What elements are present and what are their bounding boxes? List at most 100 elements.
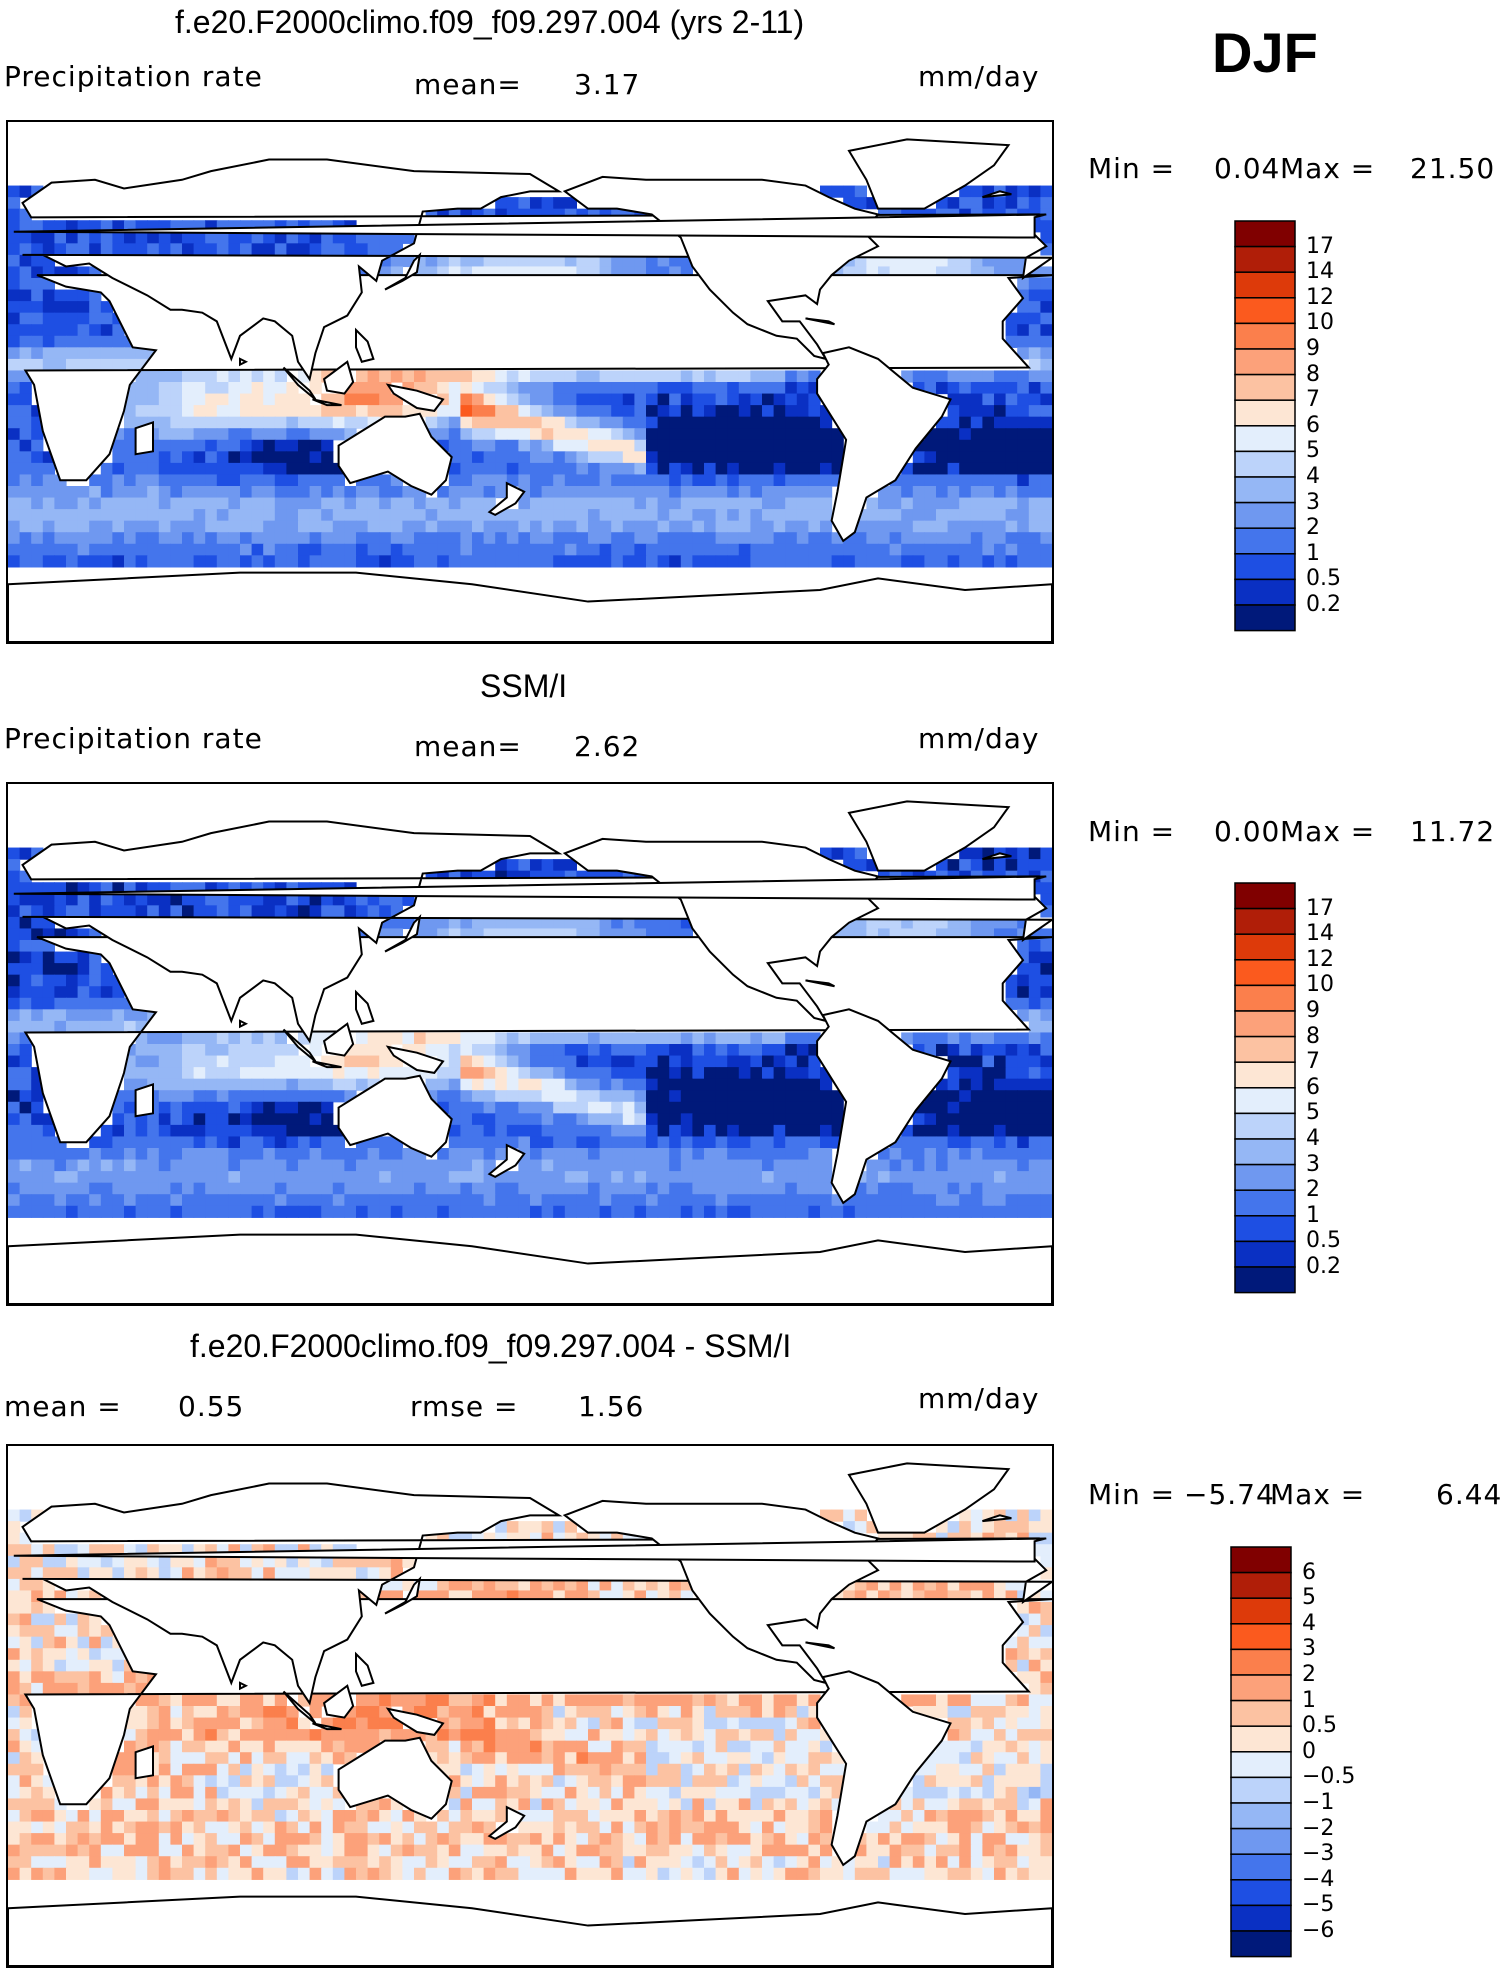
colorbar-box <box>1234 245 1296 273</box>
coastline <box>805 317 835 326</box>
colorbar-box <box>1234 604 1296 632</box>
colorbar-tick-label: 9 <box>1306 998 1320 1023</box>
panel-2-colorbar: 17 14 12 10 9 8 7 6 5 4 3 2 1 0.5 0.2 <box>1234 882 1341 1299</box>
panel-3-min-label: Min = <box>1088 1478 1176 1511</box>
colorbar-box <box>1230 1699 1292 1727</box>
colorbar-box <box>1230 1853 1292 1881</box>
colorbar-box <box>1234 933 1296 961</box>
colorbar-tick-label: 2 <box>1306 515 1320 541</box>
panel-3-map <box>6 1444 1054 1968</box>
coastline <box>312 398 342 407</box>
panel-2-mean-value: 2.62 <box>574 730 641 763</box>
colorbar-box <box>1234 220 1296 248</box>
coastline <box>355 989 375 1025</box>
coastline <box>385 1707 445 1736</box>
panel-2-max-label: Max = <box>1280 815 1376 848</box>
coastline <box>385 383 445 412</box>
coastline <box>384 1575 422 1615</box>
coastline <box>816 1670 952 1867</box>
colorbar-tick-label: 8 <box>1306 1023 1320 1049</box>
coastline <box>8 1895 1052 1966</box>
colorbar-tick-label: 1 <box>1302 1687 1316 1713</box>
colorbar-tick-label: 3 <box>1306 1151 1320 1177</box>
colorbar-box <box>1230 1648 1292 1676</box>
panel-2-min-value: 0.00 <box>1214 815 1281 848</box>
coastline <box>847 800 1011 872</box>
panel-2-units: mm/day <box>918 722 1040 755</box>
panel-1-mean-label: mean= <box>414 68 522 101</box>
panel-1-max-label: Max = <box>1280 152 1376 185</box>
colorbar-tick-label: 8 <box>1306 361 1320 387</box>
coastline <box>13 213 1047 239</box>
colorbar-box <box>1234 984 1296 1012</box>
colorbar-box <box>1234 1138 1296 1166</box>
coastline <box>239 1019 249 1029</box>
coastline <box>982 852 1012 861</box>
coastline <box>322 1684 355 1719</box>
colorbar-tick-label: 10 <box>1306 972 1334 998</box>
colorbar-box <box>1234 450 1296 478</box>
coastline <box>847 1462 1011 1534</box>
coastline <box>384 251 422 291</box>
colorbar-box <box>1230 1776 1292 1804</box>
colorbar-box <box>1234 1035 1296 1063</box>
panel-1-colorbar: 17 14 12 10 9 8 7 6 5 4 3 2 1 0.5 0.2 <box>1234 220 1341 637</box>
colorbar-tick-label: 3 <box>1306 489 1320 515</box>
coastline <box>805 1641 835 1650</box>
colorbar-tick-label: 3 <box>1302 1636 1316 1662</box>
colorbar-box <box>1234 425 1296 453</box>
coastline <box>982 1514 1012 1523</box>
colorbar-tick-label: −4 <box>1302 1866 1335 1892</box>
colorbar-box <box>1234 1010 1296 1038</box>
colorbar-boxes <box>1230 1546 1292 1958</box>
panel-1-map-field <box>8 138 1052 642</box>
panel-2-max-value: 11.72 <box>1410 815 1496 848</box>
colorbar-tick-label: 14 <box>1306 259 1334 285</box>
coastline <box>134 1745 154 1780</box>
colorbar-tick-label: 5 <box>1306 438 1320 464</box>
colorbar-tick-label: 4 <box>1306 1126 1320 1151</box>
colorbar-box <box>1234 322 1296 350</box>
coastline <box>337 1074 453 1158</box>
panel-1-min-label: Min = <box>1088 152 1176 185</box>
coastline <box>816 346 952 543</box>
coastline <box>13 875 1047 901</box>
coastline <box>8 1233 1052 1304</box>
panel-3-map-field <box>8 1462 1052 1966</box>
colorbar-tick-label: 17 <box>1306 233 1334 259</box>
panel-2-variable-label: Precipitation rate <box>4 722 263 755</box>
colorbar-box <box>1234 1087 1296 1115</box>
colorbar-box <box>1234 578 1296 606</box>
colorbar-boxes <box>1234 220 1296 632</box>
colorbar-box <box>1234 959 1296 987</box>
colorbar-tick-label: 6 <box>1306 1074 1320 1100</box>
panel-1-max-value: 21.50 <box>1410 152 1496 185</box>
panel-3-title: f.e20.F2000climo.f09_f09.297.004 - SSM/I <box>190 1328 792 1364</box>
colorbar-tick-label: 0.2 <box>1306 592 1341 617</box>
panel-2-mean-label: mean= <box>414 730 522 763</box>
coastline <box>21 820 1052 1044</box>
coastline <box>239 357 249 367</box>
colorbar-box <box>1234 1163 1296 1191</box>
coastline <box>982 190 1012 199</box>
colorbar-tick-label: 1 <box>1306 1202 1320 1228</box>
colorbar-tick-label: 7 <box>1306 1049 1320 1075</box>
panel-1-variable-label: Precipitation rate <box>4 60 263 93</box>
colorbar-box <box>1234 907 1296 935</box>
coastline <box>805 979 835 988</box>
coastline <box>355 327 375 363</box>
colorbar-box <box>1230 1623 1292 1651</box>
colorbar-box <box>1234 1061 1296 1089</box>
coastline <box>13 1537 1047 1563</box>
panel-3-mean-value: 0.55 <box>178 1390 245 1423</box>
colorbar-box <box>1230 1751 1292 1779</box>
coastline <box>847 138 1011 210</box>
coastline <box>487 481 526 517</box>
panel-1-map <box>6 120 1054 644</box>
coastline <box>385 1045 445 1074</box>
colorbar-tick-label: 0.2 <box>1306 1254 1341 1279</box>
panel-3-mean-label: mean = <box>4 1390 122 1423</box>
colorbar-tick-label: −3 <box>1302 1841 1335 1867</box>
coastline <box>21 1482 1052 1706</box>
coastline <box>21 158 1052 382</box>
